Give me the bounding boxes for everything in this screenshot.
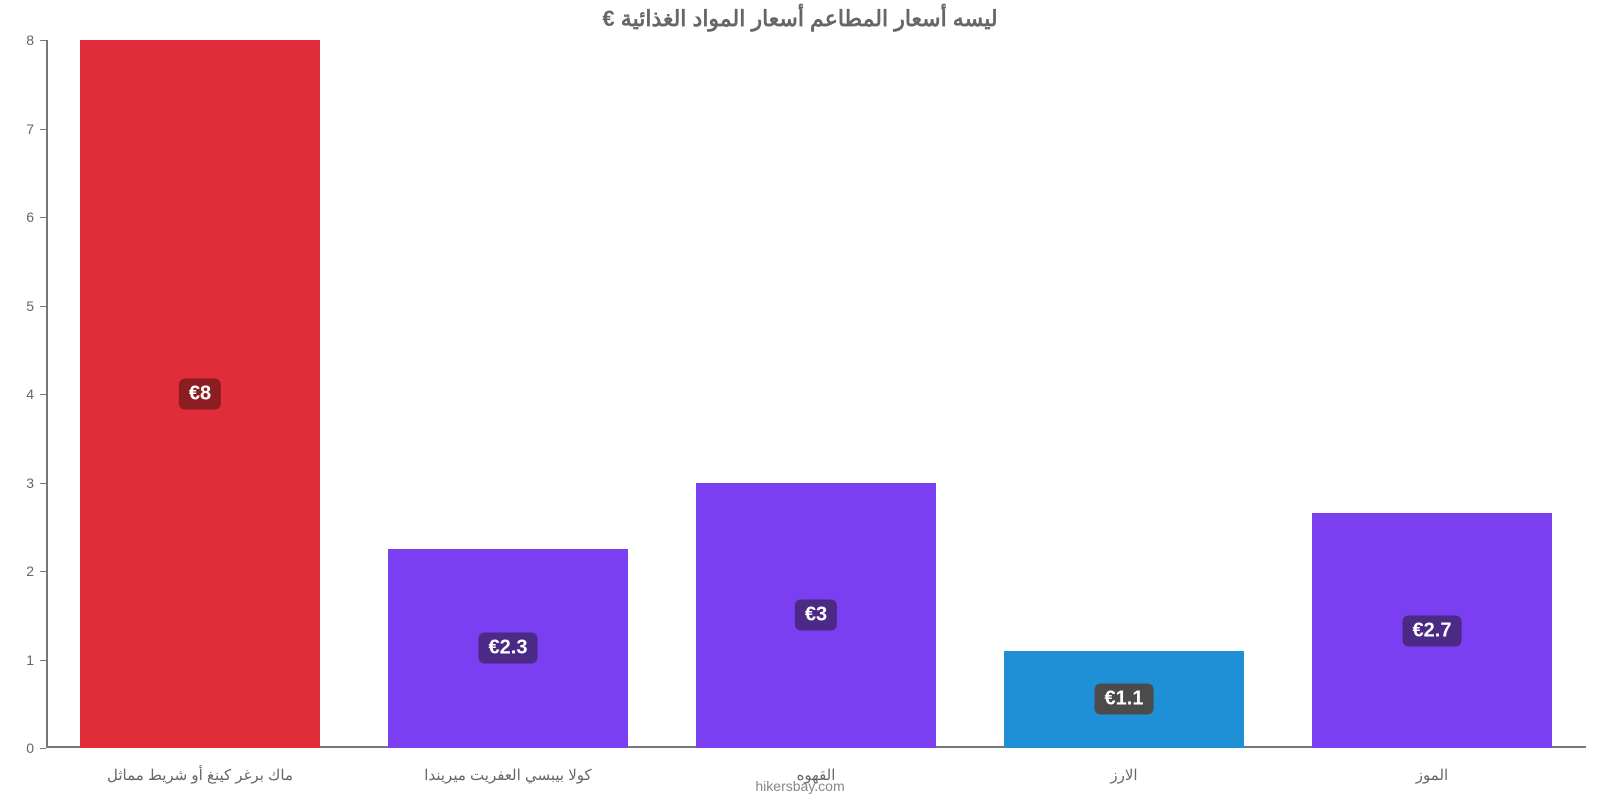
y-tick-mark <box>40 748 46 749</box>
y-tick-mark <box>40 660 46 661</box>
y-tick-mark <box>40 483 46 484</box>
y-axis <box>46 40 48 748</box>
y-tick-mark <box>40 306 46 307</box>
y-tick-label: 4 <box>26 386 34 402</box>
y-tick-label: 0 <box>26 740 34 756</box>
bar-value-label: €8 <box>179 379 221 410</box>
y-tick-label: 8 <box>26 32 34 48</box>
chart-title: ليسه أسعار المطاعم أسعار المواد الغذائية… <box>0 6 1600 32</box>
bar-value-label: €2.7 <box>1403 615 1462 646</box>
bar-value-label: €1.1 <box>1095 684 1154 715</box>
y-tick-mark <box>40 217 46 218</box>
y-tick-mark <box>40 129 46 130</box>
plot-area: 012345678€8ماك برغر كينغ أو شريط مماثل€2… <box>46 40 1586 748</box>
chart-footer: hikersbay.com <box>0 778 1600 794</box>
y-tick-label: 1 <box>26 652 34 668</box>
bar-value-label: €2.3 <box>479 633 538 664</box>
y-tick-label: 6 <box>26 209 34 225</box>
y-tick-mark <box>40 571 46 572</box>
y-tick-label: 5 <box>26 298 34 314</box>
y-tick-label: 3 <box>26 475 34 491</box>
y-tick-label: 2 <box>26 563 34 579</box>
y-tick-mark <box>40 40 46 41</box>
bar-value-label: €3 <box>795 600 837 631</box>
y-tick-mark <box>40 394 46 395</box>
y-tick-label: 7 <box>26 121 34 137</box>
chart-container: ليسه أسعار المطاعم أسعار المواد الغذائية… <box>0 0 1600 800</box>
